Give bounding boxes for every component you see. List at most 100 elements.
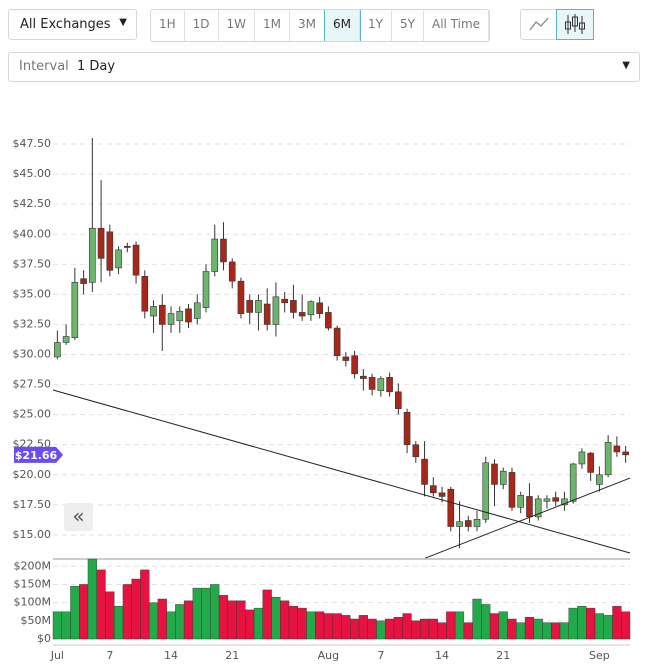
- x-tick-label: 21: [496, 649, 510, 662]
- candle-body: [176, 310, 184, 322]
- range-buttons: 1H 1D 1W 1M 3M 6M 1Y 5Y All Time: [150, 9, 491, 42]
- volume-bar: [524, 616, 535, 640]
- candle-body: [587, 452, 594, 473]
- candle-body: [604, 442, 612, 476]
- candle-body: [552, 497, 559, 502]
- candle-body: [193, 302, 201, 319]
- candle-body: [115, 249, 122, 269]
- volume-bar: [61, 611, 71, 640]
- price-badge-label: $21.66: [15, 449, 58, 462]
- candle-body: [386, 377, 393, 393]
- volume-bar: [306, 611, 316, 640]
- line-style-button[interactable]: [521, 10, 557, 39]
- scroll-back-button[interactable]: «: [64, 503, 93, 531]
- volume-bar: [393, 616, 403, 640]
- volume-bar: [52, 611, 62, 640]
- candle-body: [438, 492, 446, 497]
- volume-bar: [559, 622, 570, 640]
- candle-body: [97, 227, 105, 259]
- volume-bar: [323, 613, 333, 640]
- x-tick-label: 14: [435, 649, 449, 662]
- volume-bar: [612, 606, 622, 640]
- interval-dropdown[interactable]: Interval 1 Day ▼: [8, 52, 640, 82]
- exchange-dropdown[interactable]: All Exchanges ▼: [8, 9, 137, 40]
- candle-body: [429, 485, 437, 494]
- volume-bar: [411, 620, 421, 640]
- volume-bar: [498, 611, 508, 640]
- volume-bar: [105, 591, 115, 640]
- chart-style-toggle: [520, 9, 594, 40]
- y-tick-label: $0: [37, 632, 51, 645]
- range-button[interactable]: 6M: [324, 10, 362, 41]
- volume-bar: [140, 569, 150, 640]
- candle-body: [185, 308, 192, 323]
- candle-body: [220, 238, 227, 263]
- candle-body: [202, 271, 210, 308]
- candle-body: [290, 300, 297, 313]
- range-button[interactable]: 1Y: [360, 10, 393, 41]
- range-button[interactable]: 1M: [255, 10, 291, 41]
- y-tick-label: $200M: [14, 559, 52, 572]
- y-tick-label: $22.50: [13, 438, 52, 451]
- candle-body: [473, 519, 481, 527]
- range-button[interactable]: 1H: [151, 10, 185, 41]
- range-button[interactable]: All Time: [424, 10, 490, 41]
- y-tick-label: $47.50: [13, 137, 52, 150]
- volume-bar: [332, 613, 342, 640]
- candle-body: [298, 312, 306, 317]
- candle-body: [71, 282, 79, 338]
- volume-bar: [288, 606, 298, 640]
- candle-body: [578, 451, 586, 465]
- volume-bar: [516, 622, 526, 640]
- volume-bar: [621, 611, 631, 640]
- volume-bar: [175, 604, 185, 640]
- candle-body: [351, 355, 358, 375]
- y-tick-label: $50M: [21, 614, 52, 627]
- candle-body: [622, 451, 629, 456]
- range-button[interactable]: 1W: [219, 10, 256, 41]
- volume-bar: [402, 613, 412, 640]
- volume-bar: [419, 618, 430, 640]
- y-tick-label: $42.50: [13, 197, 52, 210]
- y-tick-label: $30.00: [13, 348, 52, 361]
- volume-bar: [507, 618, 517, 640]
- volume-bar: [533, 618, 543, 640]
- exchange-label: All Exchanges: [20, 17, 111, 32]
- volume-bar: [96, 569, 106, 640]
- candle-style-button[interactable]: [556, 9, 594, 40]
- volume-bar: [463, 622, 473, 640]
- candle-body: [150, 306, 157, 317]
- volume-bar: [210, 584, 220, 640]
- candle-body: [246, 300, 254, 313]
- volume-bar: [315, 611, 325, 640]
- candle-body: [211, 238, 219, 272]
- volume-bar: [166, 611, 176, 640]
- volume-bar: [157, 598, 167, 640]
- volume-bar: [367, 618, 377, 640]
- range-button[interactable]: 3M: [290, 10, 326, 41]
- x-tick-label: Aug: [318, 649, 339, 662]
- range-button[interactable]: 5Y: [392, 10, 424, 41]
- volume-bar: [280, 600, 290, 640]
- volume-bar: [603, 615, 613, 640]
- candle-body: [237, 280, 245, 314]
- volume-bar: [245, 609, 255, 640]
- dropdown-arrow: ▼: [622, 60, 630, 71]
- volume-bar: [131, 578, 141, 640]
- volume-bar: [227, 600, 237, 640]
- candle-body: [281, 298, 288, 304]
- x-tick-label: 7: [377, 649, 384, 662]
- volume-bar: [472, 598, 482, 640]
- x-tick-label: Jul: [50, 649, 64, 662]
- volume-bar: [79, 584, 89, 640]
- volume-bar: [70, 586, 80, 640]
- volume-bar: [446, 611, 456, 640]
- price-badge: [14, 446, 63, 463]
- volume-bar: [454, 611, 465, 640]
- volume-bar: [542, 622, 552, 640]
- range-button[interactable]: 1D: [185, 10, 219, 41]
- candle-body: [141, 276, 149, 312]
- volume-bar: [183, 600, 194, 640]
